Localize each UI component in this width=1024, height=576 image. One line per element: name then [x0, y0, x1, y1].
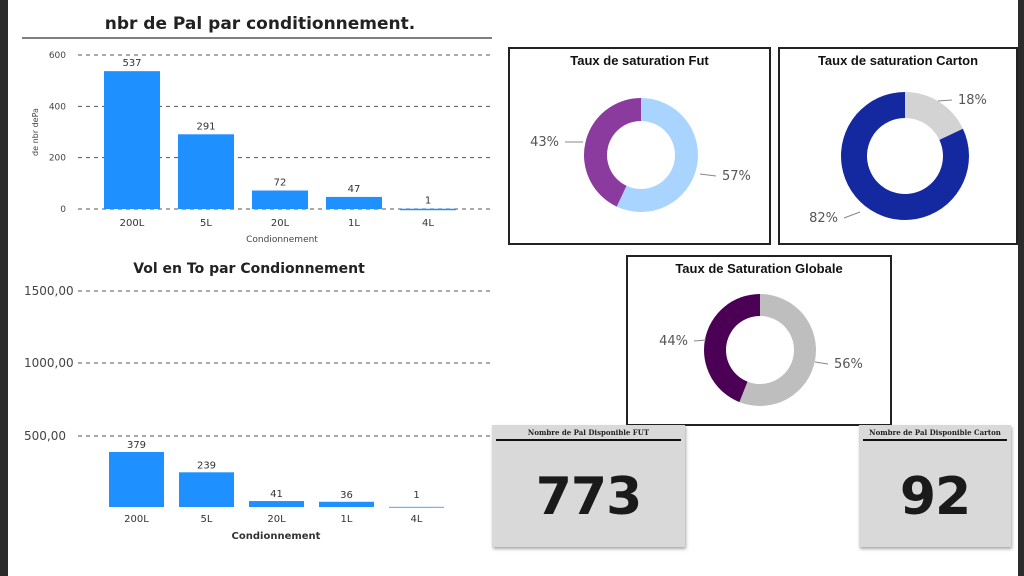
bar: [252, 190, 308, 209]
bar-chart-nbr-pal: nbr de Pal par conditionnement. de nbr d…: [22, 14, 492, 245]
x-tick-label: 5L: [200, 218, 212, 229]
x-tick-label: 4L: [411, 514, 423, 525]
slice-label: 44%: [659, 334, 688, 349]
data-label: 72: [274, 178, 287, 189]
chart-title: Vol en To par Condionnement: [133, 261, 365, 277]
data-label: 537: [122, 58, 141, 69]
kpi-value: 92: [899, 467, 971, 527]
y-axis-label: de nbr dePa: [31, 108, 40, 156]
y-tick-label: 1000,00: [24, 356, 74, 370]
right-frame-bar: [1018, 0, 1024, 576]
x-tick-label: 20L: [267, 514, 286, 525]
bar: [319, 501, 374, 507]
x-tick-label: 5L: [201, 514, 213, 525]
bar: [326, 196, 382, 209]
kpi-card-carton: Nombre de Pal Disponible Carton 92: [859, 425, 1011, 547]
data-label: 1: [413, 490, 419, 501]
bar: [178, 134, 234, 209]
bar: [400, 208, 456, 211]
x-axis-label: Condionnement: [232, 531, 321, 542]
pie-slice: [616, 98, 698, 213]
leader-line: [814, 361, 829, 365]
x-tick-label: 1L: [348, 218, 360, 229]
bar: [249, 501, 304, 507]
pie-slice: [584, 98, 641, 207]
y-tick-label: 0: [60, 205, 66, 215]
slice-label: 82%: [809, 211, 838, 226]
slice-label: 56%: [834, 357, 863, 372]
leader-line: [693, 339, 707, 342]
data-label: 41: [270, 489, 283, 500]
bar: [179, 472, 234, 507]
card-title: Taux de saturation Fut: [570, 53, 709, 68]
y-tick-label: 500,00: [24, 429, 66, 443]
y-tick-label: 200: [49, 154, 66, 164]
left-frame-bar: [0, 0, 8, 576]
bar: [104, 71, 160, 209]
card-title: Taux de Saturation Globale: [675, 261, 843, 276]
data-label: 291: [196, 121, 215, 132]
kpi-label: Nombre de Pal Disponible FUT: [527, 428, 650, 437]
leader-line: [843, 211, 861, 219]
chart-title: nbr de Pal par conditionnement.: [105, 14, 416, 34]
data-label: 1: [425, 196, 431, 207]
card-title: Taux de saturation Carton: [817, 53, 979, 68]
slice-label: 18%: [958, 93, 987, 108]
pie-slice: [704, 294, 760, 403]
bar-chart-vol-to: Vol en To par Condionnement Condionnemen…: [24, 261, 492, 542]
kpi-value: 773: [535, 467, 643, 527]
slice-label: 43%: [530, 135, 559, 150]
leader-line: [699, 173, 717, 177]
card-saturation-fut: Taux de saturation Fut: [508, 47, 771, 245]
pie-slice: [739, 294, 817, 407]
kpi-card-fut: Nombre de Pal Disponible FUT 773: [492, 425, 685, 547]
slice-label: 57%: [722, 169, 751, 184]
bar: [109, 452, 164, 507]
data-label: 379: [127, 440, 146, 451]
bar: [389, 506, 444, 508]
y-tick-label: 400: [49, 102, 66, 112]
kpi-label: Nombre de Pal Disponible Carton: [869, 428, 1001, 437]
x-axis-label: Condionnement: [246, 235, 318, 245]
x-tick-label: 4L: [422, 218, 434, 229]
data-label: 36: [340, 490, 353, 501]
x-tick-label: 200L: [124, 514, 149, 525]
pie-slice: [841, 92, 969, 220]
x-tick-label: 1L: [341, 514, 353, 525]
x-tick-label: 200L: [120, 218, 145, 229]
leader-line: [937, 99, 953, 102]
y-tick-label: 1500,00: [24, 284, 74, 298]
data-label: 239: [197, 460, 216, 471]
y-tick-label: 600: [49, 51, 66, 61]
data-label: 47: [348, 184, 361, 195]
x-tick-label: 20L: [271, 218, 290, 229]
pie-slice: [905, 92, 963, 140]
kpi-divider: [863, 439, 1007, 441]
kpi-divider: [496, 439, 681, 441]
